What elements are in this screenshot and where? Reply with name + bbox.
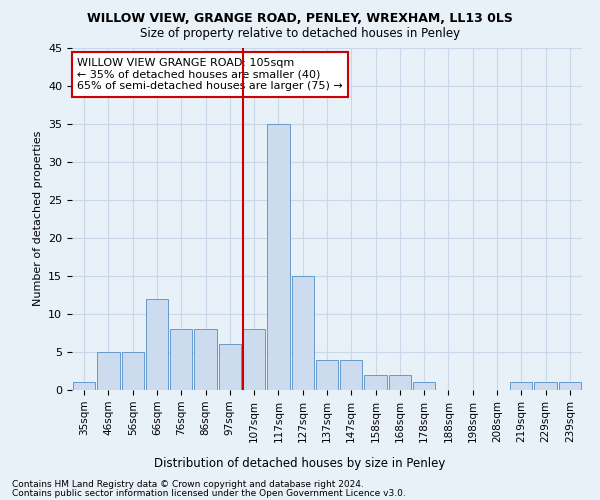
Bar (218, 344, 241, 390)
Bar (146, 298, 168, 390)
Bar (535, 382, 557, 390)
Bar (243, 329, 265, 390)
Text: Contains HM Land Registry data © Crown copyright and database right 2024.: Contains HM Land Registry data © Crown c… (12, 480, 364, 489)
Bar (510, 382, 532, 390)
Text: WILLOW VIEW, GRANGE ROAD, PENLEY, WREXHAM, LL13 0LS: WILLOW VIEW, GRANGE ROAD, PENLEY, WREXHA… (87, 12, 513, 26)
Bar (170, 329, 193, 390)
Bar (73, 382, 95, 390)
Bar (122, 352, 144, 390)
Text: WILLOW VIEW GRANGE ROAD: 105sqm
← 35% of detached houses are smaller (40)
65% of: WILLOW VIEW GRANGE ROAD: 105sqm ← 35% of… (77, 58, 343, 91)
Bar (97, 352, 119, 390)
Bar (267, 124, 290, 390)
Bar (340, 360, 362, 390)
Text: Contains public sector information licensed under the Open Government Licence v3: Contains public sector information licen… (12, 489, 406, 498)
Text: Distribution of detached houses by size in Penley: Distribution of detached houses by size … (154, 458, 446, 470)
Text: Size of property relative to detached houses in Penley: Size of property relative to detached ho… (140, 28, 460, 40)
Bar (364, 375, 387, 390)
Bar (194, 329, 217, 390)
Bar (316, 360, 338, 390)
Y-axis label: Number of detached properties: Number of detached properties (32, 131, 43, 306)
Bar (292, 276, 314, 390)
Bar (559, 382, 581, 390)
Bar (389, 375, 411, 390)
Bar (413, 382, 436, 390)
